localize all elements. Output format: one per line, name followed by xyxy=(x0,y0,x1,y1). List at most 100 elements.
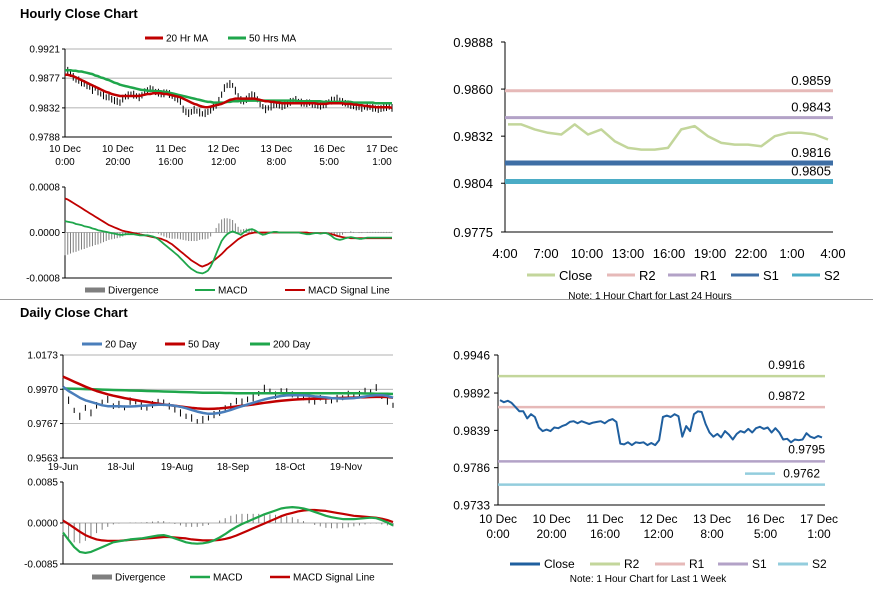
y-tick-label: 1.0173 xyxy=(27,351,58,362)
x-tick-label: 10:00 xyxy=(571,246,604,261)
legend-s1-label: S1 xyxy=(763,268,779,283)
y-tick-label: 0.0085 xyxy=(27,478,58,489)
x-tick-label: 11 Dec xyxy=(155,144,186,155)
x-tick-label: 4:00 xyxy=(492,246,517,261)
ma-20-day-line xyxy=(62,385,394,416)
y-tick-label: 0.9839 xyxy=(453,424,490,438)
x-tick-label: 19:00 xyxy=(694,246,727,261)
legend-ma-50-label: 50 Hrs MA xyxy=(249,34,297,45)
x-tick-label: 16:00 xyxy=(653,246,686,261)
legend-macd-label: MACD xyxy=(213,573,242,584)
x-tick-label: 13 Dec xyxy=(693,512,731,526)
x-tick-label: 0:00 xyxy=(486,527,510,541)
level-s1-label: 0.9795 xyxy=(788,442,825,456)
x-tick-label: 0:00 xyxy=(55,157,75,168)
level-s2-label: 0.9805 xyxy=(791,164,831,179)
legend-macd-signal-label: MACD Signal Line xyxy=(293,573,375,584)
x-tick-label: 19-Nov xyxy=(330,462,362,473)
weekly-levels-plot: 0.9946 0.9892 0.9839 0.9786 0.9733 0.9916 0.98… xyxy=(453,349,838,586)
legend-close-label: Close xyxy=(559,268,592,283)
x-tick-label: 22:00 xyxy=(735,246,768,261)
y-tick-label: 0.9775 xyxy=(453,225,493,240)
y-tick-label: 0.9946 xyxy=(453,349,490,363)
hourly-section-title: Hourly Close Chart xyxy=(20,6,138,21)
y-tick-label: 0.9786 xyxy=(453,461,490,475)
x-tick-label: 19-Aug xyxy=(161,462,193,473)
ma-200-line xyxy=(62,387,394,396)
x-tick-label: 18-Oct xyxy=(275,462,305,473)
legend-s2-label: S2 xyxy=(812,557,827,571)
level-r1-label: 0.9872 xyxy=(768,389,805,403)
y-tick-label: 0.0008 xyxy=(29,183,60,194)
x-tick-label: 20:00 xyxy=(536,527,566,541)
x-tick-label: 1:00 xyxy=(779,246,804,261)
legend-s1-label: S1 xyxy=(752,557,767,571)
legend-divergence-label: Divergence xyxy=(108,286,159,297)
x-tick-label: 16:00 xyxy=(158,157,183,168)
legend-macd-label: MACD xyxy=(218,286,247,297)
x-tick-label: 8:00 xyxy=(267,157,287,168)
close-line xyxy=(499,399,823,447)
daily-section-title: Daily Close Chart xyxy=(20,305,128,320)
legend-50-day-label: 50 Day xyxy=(188,340,220,351)
y-tick-label: 0.9767 xyxy=(27,419,58,430)
x-tick-label: 4:00 xyxy=(820,246,845,261)
macd-signal-line xyxy=(62,508,394,542)
x-tick-label: 10 Dec xyxy=(102,144,134,155)
y-tick-label: 0.9804 xyxy=(453,176,493,191)
x-tick-label: 10 Dec xyxy=(479,512,517,526)
x-tick-label: 20:00 xyxy=(105,157,130,168)
y-tick-label: 0.9970 xyxy=(27,385,58,396)
legend-ma-20-label: 20 Hr MA xyxy=(166,34,209,45)
x-tick-label: 13:00 xyxy=(612,246,645,261)
x-tick-label: 18-Jul xyxy=(107,462,134,473)
y-tick-label: 0.0000 xyxy=(29,228,60,239)
chart-note: Note: 1 Hour Chart for Last 24 Hours xyxy=(568,291,731,302)
legend-divergence-label: Divergence xyxy=(115,573,166,584)
x-tick-label: 18-Sep xyxy=(217,462,250,473)
y-tick-label: -0.0085 xyxy=(24,560,58,571)
x-tick-label: 16 Dec xyxy=(746,512,784,526)
x-tick-label: 12 Dec xyxy=(639,512,677,526)
macd-line xyxy=(62,506,394,555)
legend-close-label: Close xyxy=(544,557,575,571)
level-r2-label: 0.9916 xyxy=(768,358,805,372)
x-tick-label: 16 Dec xyxy=(313,144,345,155)
x-tick-label: 10 Dec xyxy=(532,512,570,526)
legend-20-day-label: 20 Day xyxy=(105,340,137,351)
x-tick-label: 8:00 xyxy=(700,527,724,541)
legend-r1-label: R1 xyxy=(689,557,705,571)
daily-macd-plot: 0.0085 0.0000 -0.0085 Divergence MACD MACD Si… xyxy=(24,478,394,584)
x-tick-label: 17 Dec xyxy=(800,512,838,526)
y-tick-label: 0.9563 xyxy=(27,454,58,465)
legend-r2-label: R2 xyxy=(639,268,656,283)
y-tick-label: 0.9921 xyxy=(29,45,60,56)
x-tick-label: 13 Dec xyxy=(260,144,292,155)
close-line xyxy=(508,123,829,151)
y-tick-label: -0.0008 xyxy=(26,274,60,285)
legend-200-day-label: 200 Day xyxy=(273,340,310,351)
x-tick-label: 16:00 xyxy=(590,527,620,541)
y-tick-label: 0.9892 xyxy=(453,387,490,401)
hourly-levels-plot: 0.9888 0.9860 0.9832 0.9804 0.9775 0.9859 0.98… xyxy=(453,35,845,302)
x-tick-label: 12:00 xyxy=(643,527,673,541)
y-tick-label: 0.9877 xyxy=(29,74,60,85)
legend-macd-signal-label: MACD Signal Line xyxy=(308,286,390,297)
chart-note: Note: 1 Hour Chart for Last 1 Week xyxy=(570,574,728,585)
y-tick-label: 0.9733 xyxy=(453,499,490,513)
hourly-macd-plot: 0.0008 0.0000 -0.0008 Divergence MACD MACD Si… xyxy=(26,183,393,297)
legend-r2-label: R2 xyxy=(624,557,640,571)
y-tick-label: 0.9860 xyxy=(453,82,493,97)
ma-20-line xyxy=(65,73,393,110)
level-s1-label: 0.9816 xyxy=(791,145,831,160)
y-tick-label: 0.0000 xyxy=(27,519,58,530)
x-tick-label: 17 Dec xyxy=(366,144,398,155)
x-tick-label: 1:00 xyxy=(807,527,831,541)
macd-signal-line xyxy=(64,197,392,268)
legend-r1-label: R1 xyxy=(700,268,717,283)
x-tick-label: 7:00 xyxy=(533,246,558,261)
macd-line xyxy=(64,220,392,275)
